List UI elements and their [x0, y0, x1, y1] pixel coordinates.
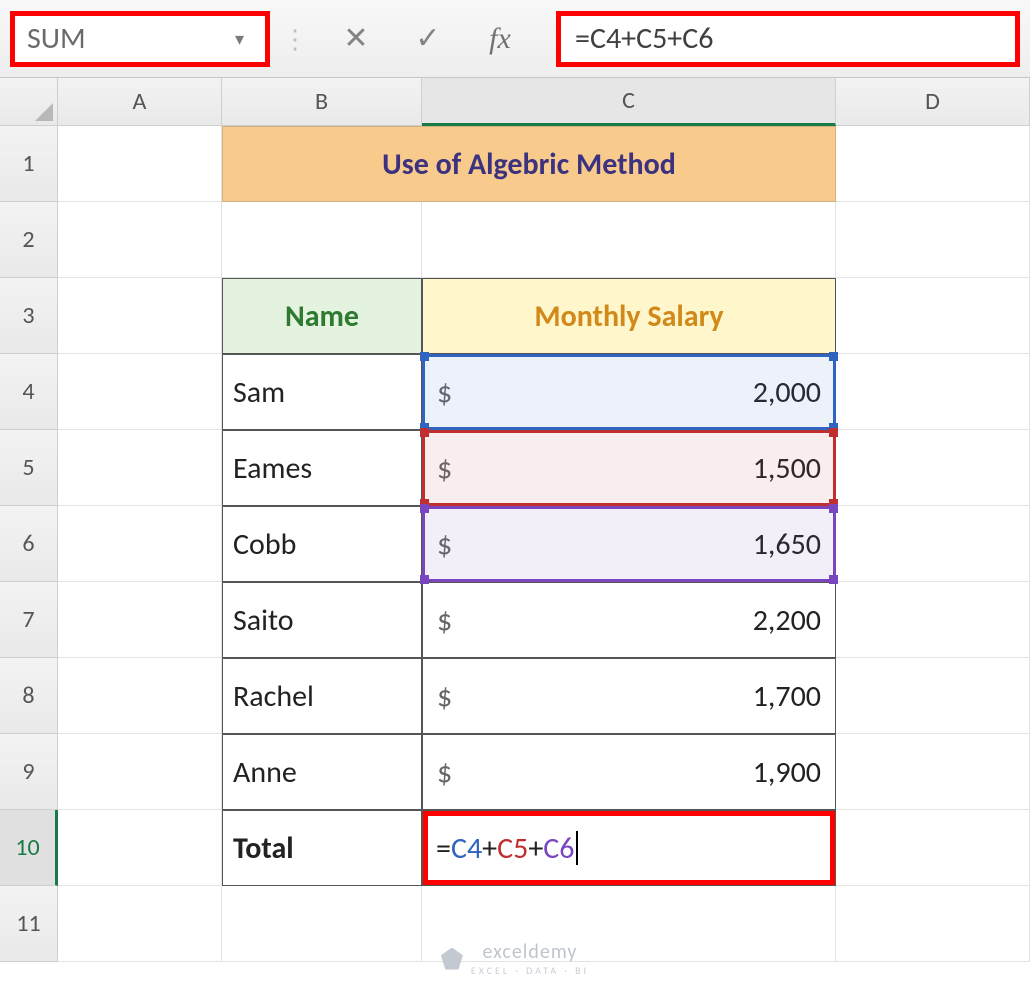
cell-b5[interactable]: Eames	[222, 430, 422, 506]
formula-ref-c6: C6	[543, 830, 574, 867]
cell-a1[interactable]	[58, 126, 222, 202]
cell-a9[interactable]	[58, 734, 222, 810]
text-cursor-icon	[576, 831, 578, 865]
salary-value: 2,000	[753, 374, 821, 411]
column-header-d[interactable]: D	[836, 78, 1030, 126]
salary-value: 1,500	[753, 450, 821, 487]
name-box[interactable]: SUM	[15, 20, 235, 57]
cell-a4[interactable]	[58, 354, 222, 430]
cancel-formula-button[interactable]: ✕	[320, 11, 392, 67]
cell-d7[interactable]	[836, 582, 1030, 658]
salary-value: 1,650	[753, 526, 821, 563]
cell-a6[interactable]	[58, 506, 222, 582]
name-box-dropdown-icon[interactable]: ▾	[235, 28, 265, 50]
currency-symbol: $	[437, 754, 452, 791]
column-header-b[interactable]: B	[222, 78, 422, 126]
header-name[interactable]: Name	[222, 278, 422, 354]
currency-symbol: $	[437, 602, 452, 639]
row-header-1[interactable]: 1	[0, 126, 58, 202]
currency-symbol: $	[437, 374, 452, 411]
cell-b9[interactable]: Anne	[222, 734, 422, 810]
cell-b7[interactable]: Saito	[222, 582, 422, 658]
name-box-highlight: SUM ▾	[10, 11, 270, 67]
cell-b10-total-label[interactable]: Total	[222, 810, 422, 886]
watermark-text: exceldemy	[483, 940, 578, 964]
row-header-3[interactable]: 3	[0, 278, 58, 354]
watermark-subtext: EXCEL · DATA · BI	[471, 964, 589, 977]
cell-d1[interactable]	[836, 126, 1030, 202]
column-header-a[interactable]: A	[58, 78, 222, 126]
cell-c10[interactable]: =C4+C5+C6	[422, 810, 836, 886]
row-header-5[interactable]: 5	[0, 430, 58, 506]
cell-d10[interactable]	[836, 810, 1030, 886]
cell-c5[interactable]: $1,500	[422, 430, 836, 506]
cell-d2[interactable]	[836, 202, 1030, 278]
cell-c10-highlight: =C4+C5+C6	[423, 811, 835, 885]
confirm-formula-button[interactable]: ✓	[392, 11, 464, 67]
cell-c7[interactable]: $2,200	[422, 582, 836, 658]
cell-c4[interactable]: $2,000	[422, 354, 836, 430]
formula-input[interactable]: =C4+C5+C6	[575, 20, 713, 57]
row-headers: 1 2 3 4 5 6 7 8 9 10 11	[0, 126, 58, 962]
cell-d6[interactable]	[836, 506, 1030, 582]
cell-b4[interactable]: Sam	[222, 354, 422, 430]
formula-ref-c5: C5	[497, 830, 528, 867]
spreadsheet: A B C D 1 2 3 4 5 6 7 8 9 10 11 Use of A…	[0, 78, 1030, 962]
grid: Use of Algebric Method Name Monthly Sala…	[58, 126, 1030, 962]
cell-a7[interactable]	[58, 582, 222, 658]
insert-function-button[interactable]: fx	[464, 11, 536, 67]
cell-c2[interactable]	[422, 202, 836, 278]
formula-plus: +	[482, 830, 497, 867]
cell-a10[interactable]	[58, 810, 222, 886]
cell-b2[interactable]	[222, 202, 422, 278]
header-salary[interactable]: Monthly Salary	[422, 278, 836, 354]
formula-plus: +	[528, 830, 543, 867]
row-header-6[interactable]: 6	[0, 506, 58, 582]
cell-d5[interactable]	[836, 430, 1030, 506]
cell-d9[interactable]	[836, 734, 1030, 810]
cell-d8[interactable]	[836, 658, 1030, 734]
watermark: exceldemy EXCEL · DATA · BI	[0, 940, 1030, 977]
select-all-corner[interactable]	[0, 78, 58, 126]
formula-equals: =	[436, 830, 451, 867]
cell-a2[interactable]	[58, 202, 222, 278]
row-header-7[interactable]: 7	[0, 582, 58, 658]
salary-value: 1,700	[753, 678, 821, 715]
row-header-10[interactable]: 10	[0, 810, 58, 886]
cell-c6[interactable]: $1,650	[422, 506, 836, 582]
cell-c8[interactable]: $1,700	[422, 658, 836, 734]
column-headers: A B C D	[0, 78, 1030, 126]
cell-d4[interactable]	[836, 354, 1030, 430]
cell-b6[interactable]: Cobb	[222, 506, 422, 582]
cell-c9[interactable]: $1,900	[422, 734, 836, 810]
row-header-2[interactable]: 2	[0, 202, 58, 278]
currency-symbol: $	[437, 526, 452, 563]
salary-value: 2,200	[753, 602, 821, 639]
currency-symbol: $	[437, 450, 452, 487]
formula-input-highlight: =C4+C5+C6	[556, 11, 1020, 67]
formula-bar: SUM ▾ ⋮ ✕ ✓ fx =C4+C5+C6	[0, 0, 1030, 78]
row-header-4[interactable]: 4	[0, 354, 58, 430]
row-header-8[interactable]: 8	[0, 658, 58, 734]
cell-d3[interactable]	[836, 278, 1030, 354]
salary-value: 1,900	[753, 754, 821, 791]
formula-ref-c4: C4	[451, 830, 482, 867]
cell-a5[interactable]	[58, 430, 222, 506]
currency-symbol: $	[437, 678, 452, 715]
cell-a3[interactable]	[58, 278, 222, 354]
cell-b8[interactable]: Rachel	[222, 658, 422, 734]
cell-a8[interactable]	[58, 658, 222, 734]
column-header-c[interactable]: C	[422, 78, 836, 126]
formula-bar-separator-icon: ⋮	[270, 23, 320, 55]
row-header-9[interactable]: 9	[0, 734, 58, 810]
title-cell[interactable]: Use of Algebric Method	[222, 126, 836, 202]
watermark-logo-icon	[441, 948, 463, 970]
